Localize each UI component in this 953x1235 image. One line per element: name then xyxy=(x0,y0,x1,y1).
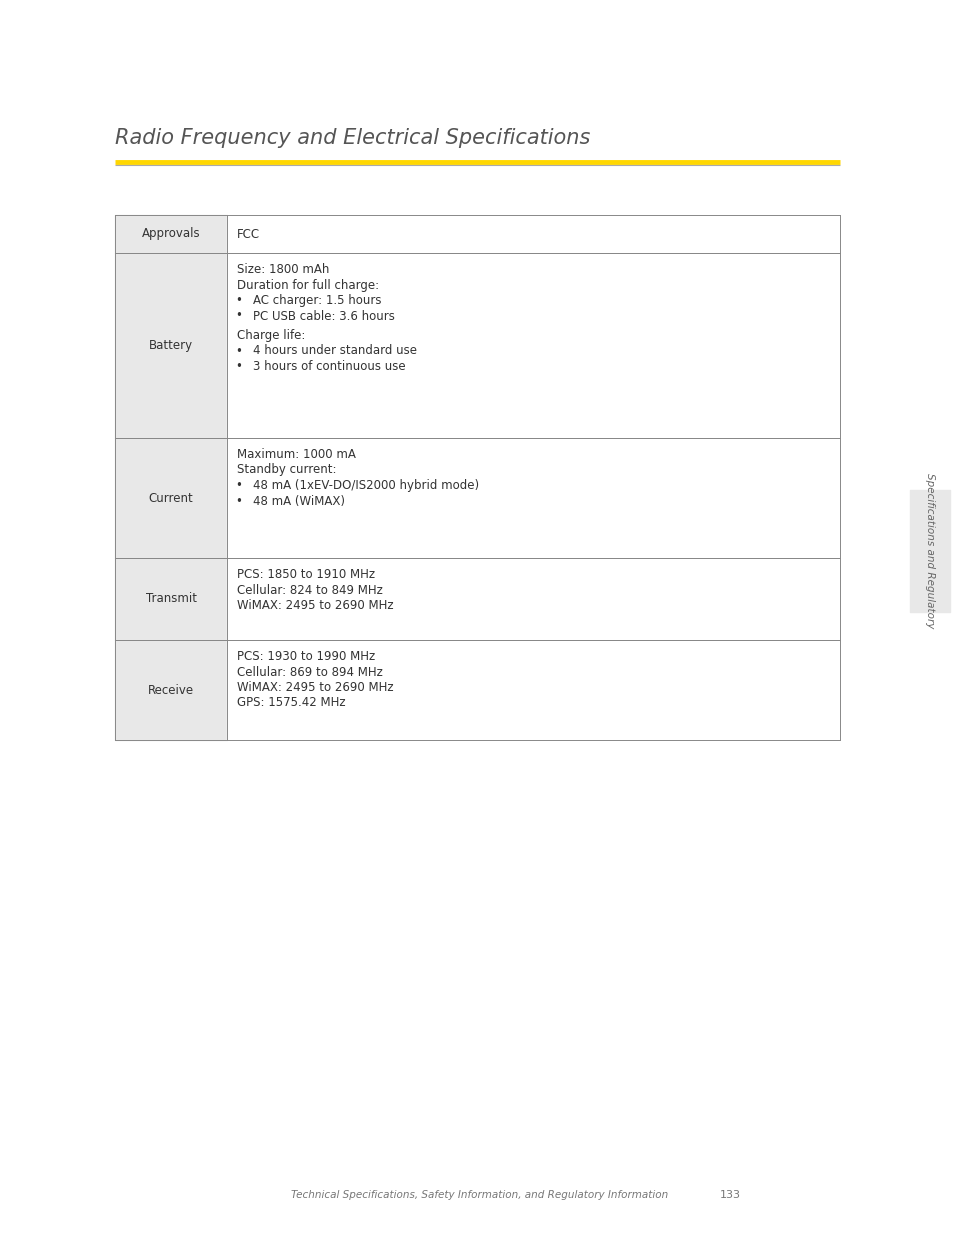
Text: •: • xyxy=(235,310,242,322)
Text: Specifications and Regulatory: Specifications and Regulatory xyxy=(924,473,934,629)
Text: 4 hours under standard use: 4 hours under standard use xyxy=(253,345,417,357)
Text: Cellular: 824 to 849 MHz: Cellular: 824 to 849 MHz xyxy=(237,583,383,597)
Text: Receive: Receive xyxy=(148,683,194,697)
Text: •: • xyxy=(235,494,242,508)
Text: Size: 1800 mAh: Size: 1800 mAh xyxy=(237,263,330,275)
Text: PCS: 1850 to 1910 MHz: PCS: 1850 to 1910 MHz xyxy=(237,568,375,580)
Text: •: • xyxy=(235,359,242,373)
Text: 48 mA (1xEV-DO/IS2000 hybrid mode): 48 mA (1xEV-DO/IS2000 hybrid mode) xyxy=(253,479,479,492)
Text: 3 hours of continuous use: 3 hours of continuous use xyxy=(253,359,406,373)
Text: Approvals: Approvals xyxy=(142,227,200,241)
Text: FCC: FCC xyxy=(237,227,260,241)
Text: Charge life:: Charge life: xyxy=(237,329,305,342)
Text: •: • xyxy=(235,345,242,357)
Text: 133: 133 xyxy=(720,1191,740,1200)
Text: PCS: 1930 to 1990 MHz: PCS: 1930 to 1990 MHz xyxy=(237,650,375,663)
Text: •: • xyxy=(235,479,242,492)
Text: •: • xyxy=(235,294,242,308)
Text: PC USB cable: 3.6 hours: PC USB cable: 3.6 hours xyxy=(253,310,395,322)
Text: Cellular: 869 to 894 MHz: Cellular: 869 to 894 MHz xyxy=(237,666,383,678)
Text: Current: Current xyxy=(149,492,193,505)
Text: 48 mA (WiMAX): 48 mA (WiMAX) xyxy=(253,494,345,508)
Text: Battery: Battery xyxy=(149,338,193,352)
Text: WiMAX: 2495 to 2690 MHz: WiMAX: 2495 to 2690 MHz xyxy=(237,599,394,613)
Text: Maximum: 1000 mA: Maximum: 1000 mA xyxy=(237,448,355,461)
Text: Standby current:: Standby current: xyxy=(237,463,336,477)
Text: GPS: 1575.42 MHz: GPS: 1575.42 MHz xyxy=(237,697,346,709)
Text: AC charger: 1.5 hours: AC charger: 1.5 hours xyxy=(253,294,381,308)
Text: Radio Frequency and Electrical Specifications: Radio Frequency and Electrical Specifica… xyxy=(115,128,590,148)
Text: Duration for full charge:: Duration for full charge: xyxy=(237,279,379,291)
Text: WiMAX: 2495 to 2690 MHz: WiMAX: 2495 to 2690 MHz xyxy=(237,680,394,694)
Text: Transmit: Transmit xyxy=(146,593,196,605)
Text: Technical Specifications, Safety Information, and Regulatory Information: Technical Specifications, Safety Informa… xyxy=(291,1191,668,1200)
